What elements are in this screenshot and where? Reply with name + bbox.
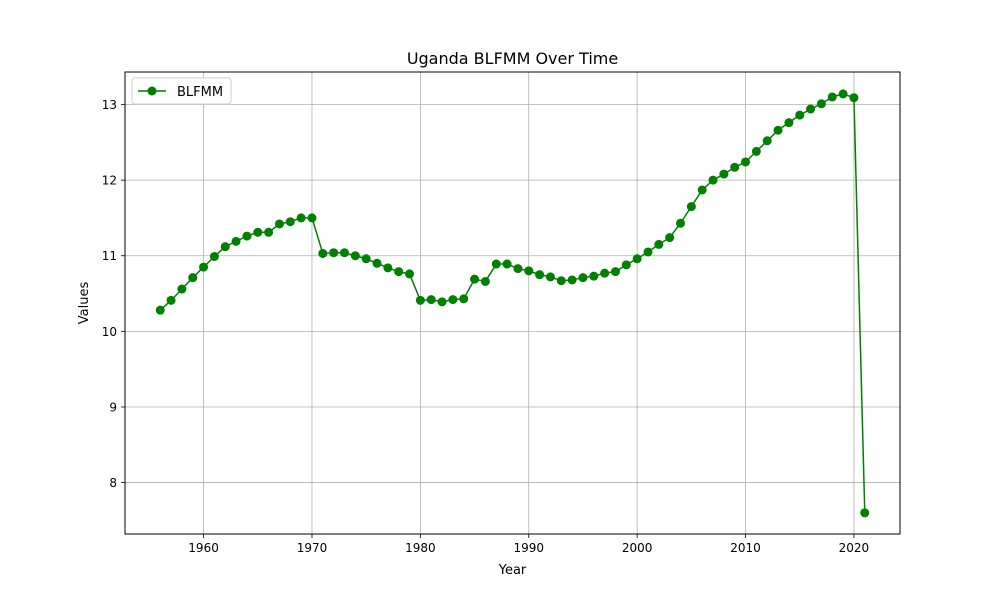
data-point [274, 219, 284, 229]
data-point [686, 202, 696, 212]
y-tick-label: 12 [102, 174, 117, 188]
data-point [188, 273, 198, 283]
data-point [578, 273, 588, 283]
y-axis-label: Values [77, 282, 92, 325]
chart-title: Uganda BLFMM Over Time [407, 49, 618, 68]
data-point [177, 284, 187, 294]
data-point [231, 236, 241, 246]
data-point [470, 274, 480, 284]
data-point [806, 104, 816, 114]
legend-marker-swatch [147, 86, 157, 96]
data-point [296, 213, 306, 223]
data-point [426, 295, 436, 305]
axis-ticks: 1960 1970 1980 1990 2000 2010 2020 8 9 10 11 12 13 [102, 98, 869, 555]
data-point [437, 297, 447, 307]
data-point [643, 247, 653, 257]
legend-entry-label: BLFMM [177, 85, 223, 100]
data-point [253, 227, 263, 237]
x-tick-label: 1990 [513, 541, 544, 555]
data-point [329, 248, 339, 258]
data-point [621, 260, 631, 270]
data-point [610, 267, 620, 277]
data-point [285, 217, 295, 227]
data-point [318, 248, 328, 258]
y-tick-label: 8 [109, 476, 117, 490]
data-point [155, 305, 165, 315]
data-point [307, 213, 317, 223]
data-point [524, 266, 534, 276]
x-tick-label: 1970 [297, 541, 328, 555]
data-point [491, 259, 501, 269]
legend-box [131, 77, 232, 105]
data-point [339, 248, 349, 258]
data-point [513, 264, 523, 274]
data-point [816, 99, 826, 109]
data-point [383, 263, 393, 273]
data-point [459, 294, 469, 304]
data-point [502, 259, 512, 269]
data-point [556, 276, 566, 286]
plot-area-frame [124, 71, 901, 535]
x-tick-label: 2020 [839, 541, 870, 555]
data-point [654, 239, 664, 249]
data-point [632, 254, 642, 264]
data-point [751, 146, 761, 156]
data-point [480, 276, 490, 286]
data-point [665, 233, 675, 243]
y-tick-label: 11 [102, 249, 117, 263]
data-point [600, 268, 610, 278]
x-axis-label: Year [498, 563, 527, 578]
data-point [762, 136, 772, 146]
x-tick-label: 1980 [405, 541, 436, 555]
data-point [361, 254, 371, 264]
y-tick-label: 9 [109, 400, 117, 414]
y-tick-label: 10 [102, 325, 117, 339]
data-point [567, 275, 577, 285]
data-point [795, 110, 805, 120]
data-point [350, 251, 360, 261]
data-point [827, 92, 837, 102]
data-point [405, 269, 415, 279]
data-point [264, 227, 274, 237]
data-point [448, 295, 458, 305]
data-point [849, 93, 859, 103]
data-point [697, 185, 707, 195]
data-point [545, 272, 555, 282]
data-point [394, 267, 404, 277]
y-tick-label: 13 [102, 98, 117, 112]
x-tick-label: 1960 [188, 541, 219, 555]
data-point [676, 218, 686, 228]
data-point [589, 271, 599, 281]
data-point [860, 508, 870, 518]
data-point [730, 162, 740, 172]
data-point [719, 169, 729, 179]
data-point [220, 242, 230, 252]
legend: BLFMM [131, 77, 232, 105]
data-point [708, 175, 718, 185]
data-point [209, 251, 219, 261]
data-point [784, 118, 794, 128]
data-point [415, 295, 425, 305]
data-point [372, 258, 382, 268]
series-layer [155, 89, 870, 518]
x-tick-label: 2000 [622, 541, 653, 555]
x-tick-label: 2010 [730, 541, 761, 555]
data-point [535, 270, 545, 280]
data-point [199, 262, 209, 272]
data-point [166, 295, 176, 305]
data-point [773, 125, 783, 135]
data-point [242, 231, 252, 241]
data-point [741, 157, 751, 167]
data-point [838, 89, 848, 99]
